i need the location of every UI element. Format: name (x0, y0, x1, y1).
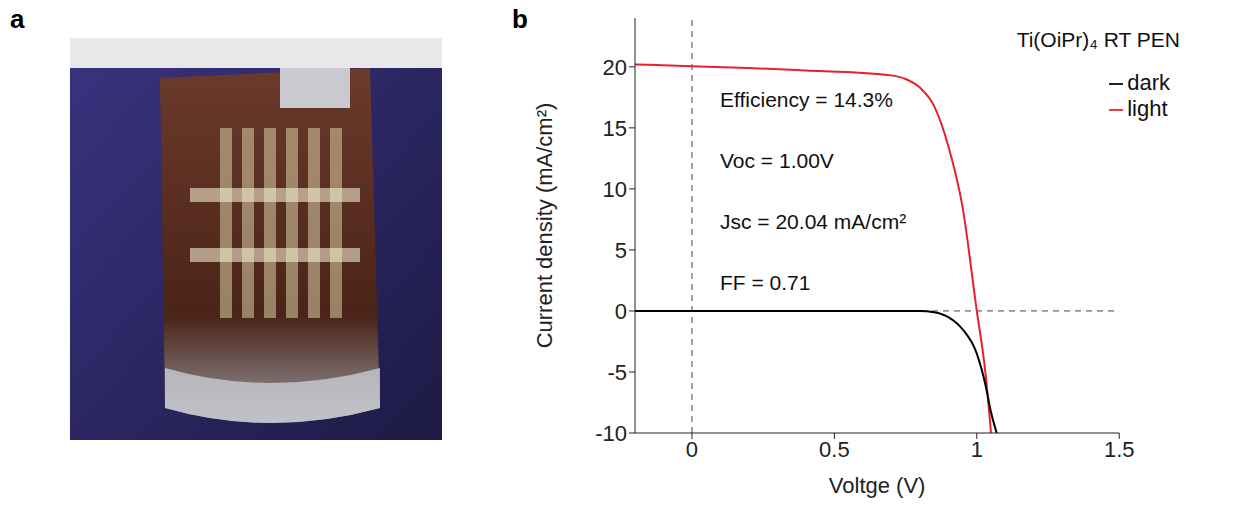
html-text:FF = 0.71: FF = 0.71 (720, 271, 811, 294)
svg-text:10: 10 (603, 177, 627, 202)
svg-text:Voltge (V): Voltge (V) (829, 473, 926, 498)
html-text:light: light (1127, 96, 1168, 121)
html-text:Ti(OiPr)₄ RT PEN: Ti(OiPr)₄ RT PEN (1016, 28, 1180, 51)
svg-text:-10: -10 (595, 421, 627, 446)
svg-text:0.5: 0.5 (819, 437, 850, 462)
html-text:a: a (10, 4, 25, 34)
svg-text:0: 0 (686, 437, 698, 462)
svg-text:Current density (mA/cm²): Current density (mA/cm²) (532, 103, 557, 349)
svg-text:15: 15 (603, 116, 627, 141)
html-text:b: b (512, 4, 528, 34)
svg-text:20: 20 (603, 55, 627, 80)
svg-text:1.5: 1.5 (1104, 437, 1135, 462)
html-text:Jsc = 20.04 mA/cm²: Jsc = 20.04 mA/cm² (720, 210, 907, 233)
svg-text:1: 1 (971, 437, 983, 462)
html-text:Efficiency = 14.3%: Efficiency = 14.3% (720, 88, 893, 111)
svg-text:-5: -5 (607, 360, 627, 385)
html-text:dark: dark (1127, 70, 1170, 95)
html-text:Voc = 1.00V: Voc = 1.00V (720, 149, 834, 172)
svg-text:5: 5 (615, 238, 627, 263)
svg-text:0: 0 (615, 299, 627, 324)
